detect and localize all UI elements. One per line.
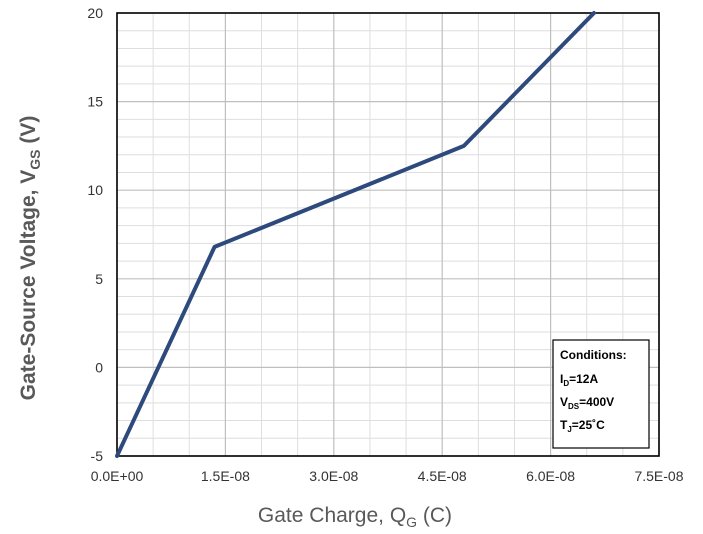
condition-drain-current: ID=12A	[560, 372, 598, 388]
x-tick-label: 6.0E-08	[526, 468, 575, 484]
x-tick-label: 7.5E-08	[634, 468, 683, 484]
conditions-box: Conditions: ID=12A VDS=400V TJ=25˚C	[552, 339, 650, 449]
plot-frame	[116, 12, 660, 457]
y-tick-label: 15	[87, 94, 103, 110]
x-axis-title: Gate Charge, QG (C)	[258, 504, 452, 530]
condition-drain-source-voltage: VDS=400V	[560, 395, 614, 411]
gate-charge-curve	[115, 11, 596, 458]
x-tick-label: 4.5E-08	[418, 468, 467, 484]
y-tick-label: 10	[87, 182, 103, 198]
y-axis-title: Gate-Source Voltage, VGS (V)	[17, 116, 43, 401]
y-tick-label: 20	[87, 5, 103, 21]
x-tick-labels: 0.0E+00 1.5E-08 3.0E-08 4.5E-08 6.0E-08 7.5E-…	[91, 468, 684, 484]
y-tick-label: -5	[91, 448, 104, 464]
y-tick-labels: -5 0 5 10 15 20	[87, 5, 103, 464]
conditions-frame	[552, 339, 650, 449]
x-tick-label: 1.5E-08	[201, 468, 250, 484]
y-tick-label: 0	[95, 359, 103, 375]
conditions-title: Conditions:	[560, 348, 627, 362]
x-tick-label: 0.0E+00	[91, 468, 144, 484]
condition-junction-temperature: TJ=25˚C	[560, 418, 605, 434]
x-tick-label: 3.0E-08	[309, 468, 358, 484]
y-tick-label: 5	[95, 271, 103, 287]
